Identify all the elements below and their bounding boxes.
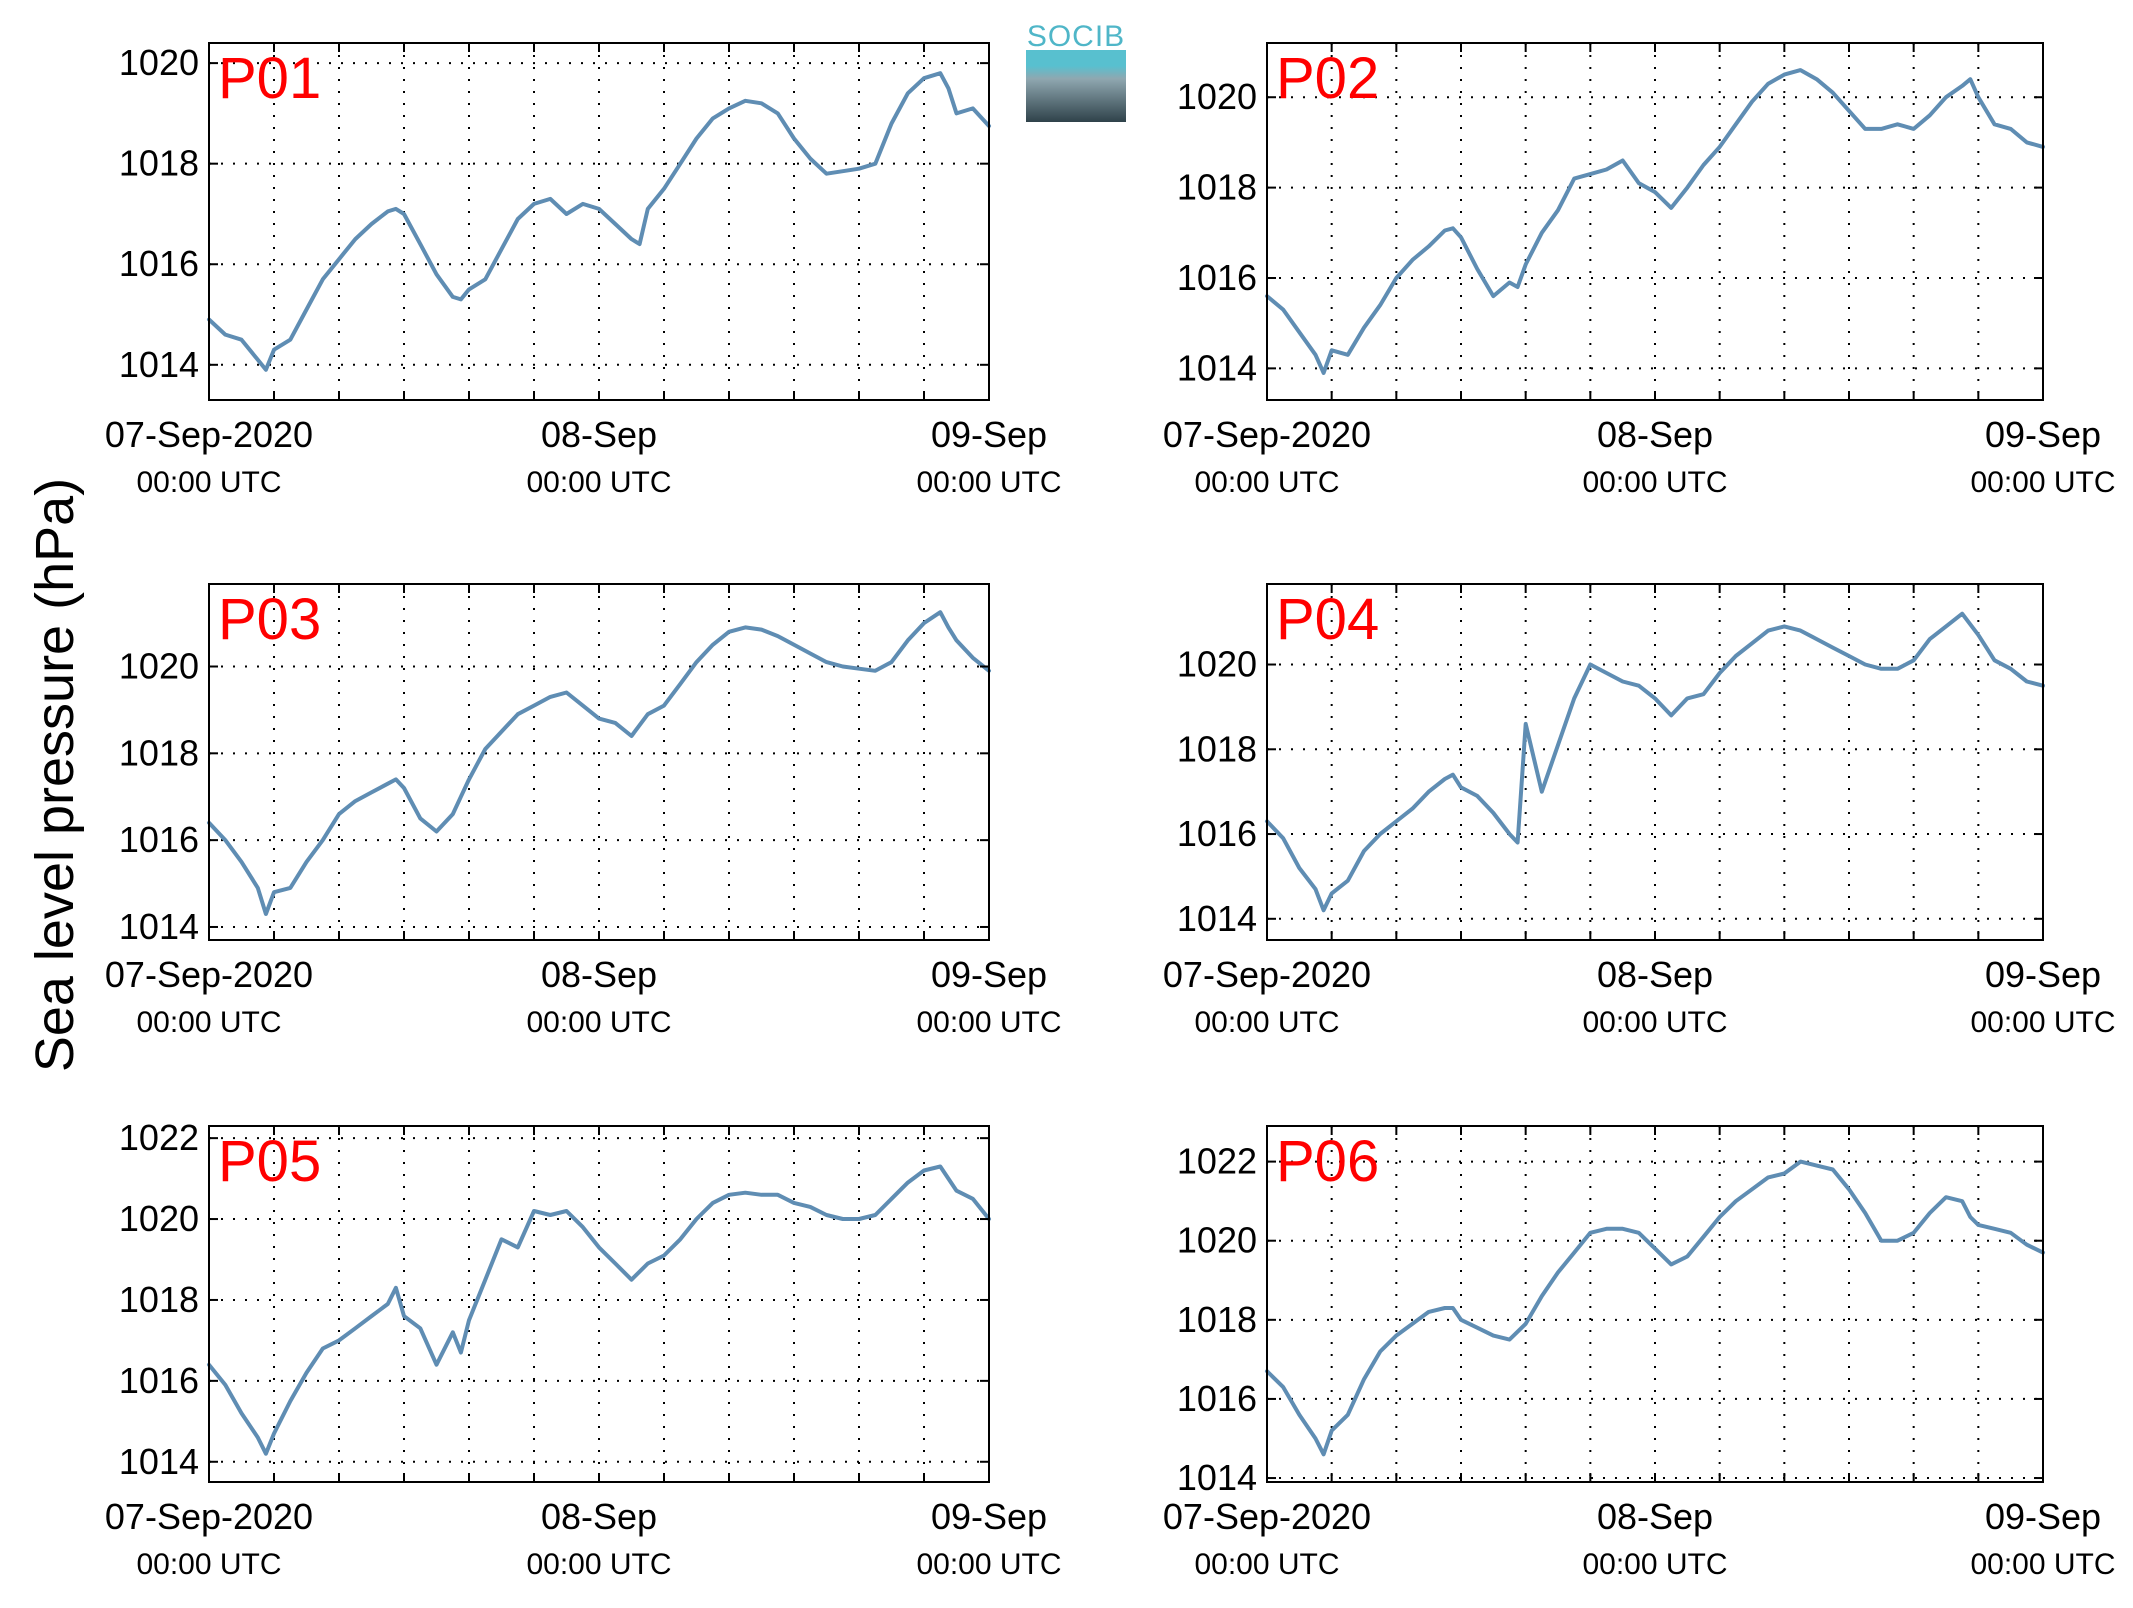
y-tick-label: 1022: [1177, 1141, 1257, 1182]
logo-text: SOCIB: [1026, 20, 1126, 53]
x-tick-label: 08-Sep: [1597, 1496, 1713, 1537]
y-tick-label: 1018: [119, 732, 199, 773]
panel-p01: 1014 1016 1018 1020 07-Sep-2020 00:00 UTC 08-S…: [105, 42, 1062, 499]
y-tick-label: 1014: [1177, 898, 1257, 939]
socib-logo: SOCIB: [1026, 20, 1126, 122]
panel-label: P03: [218, 587, 321, 652]
x-tick-sublabel: 00:00 UTC: [916, 1006, 1061, 1039]
x-tick-sublabel: 00:00 UTC: [1194, 1006, 1339, 1039]
axes-frame: [1266, 583, 2044, 941]
x-tick-label: 08-Sep: [541, 1496, 657, 1537]
y-tick-label: 1020: [119, 1198, 199, 1239]
y-tick-label: 1018: [1177, 728, 1257, 769]
x-tick-label: 07-Sep-2020: [1163, 414, 1371, 455]
y-tick-label: 1016: [1177, 813, 1257, 854]
series-line: [207, 71, 991, 372]
y-tick-label: 1016: [119, 243, 199, 284]
y-tick-label: 1018: [119, 143, 199, 184]
series-line: [1265, 1159, 2045, 1457]
y-axis-label: Sea level pressure (hPa): [25, 477, 85, 1073]
x-tick-label: 09-Sep: [931, 414, 1047, 455]
x-tick-label: 07-Sep-2020: [1163, 1496, 1371, 1537]
panel-p02: 1014 1016 1018 1020 07-Sep-2020 00:00 UTC 08-S…: [1163, 42, 2116, 499]
panel-p06: 1014 1016 1018 1020 1022 07-Sep-2020 00:00 UTC…: [1163, 1125, 2116, 1581]
y-tick-label: 1018: [1177, 167, 1257, 208]
x-tick-sublabel: 00:00 UTC: [1582, 1548, 1727, 1581]
axes-frame: [1266, 1125, 2044, 1483]
y-tick-label: 1022: [119, 1117, 199, 1158]
x-tick-label: 07-Sep-2020: [105, 1496, 313, 1537]
x-tick-sublabel: 00:00 UTC: [1582, 466, 1727, 499]
axes-frame: [208, 1125, 990, 1483]
x-tick-label: 07-Sep-2020: [105, 954, 313, 995]
x-tick-label: 09-Sep: [931, 954, 1047, 995]
panel-label: P06: [1276, 1129, 1379, 1194]
x-tick-label: 08-Sep: [1597, 414, 1713, 455]
panel-p04: 1014 1016 1018 1020 07-Sep-2020 00:00 UTC 08-S…: [1163, 583, 2116, 1039]
x-tick-label: 09-Sep: [1985, 414, 2101, 455]
axes-frame: [1266, 42, 2044, 401]
y-tick-label: 1016: [119, 819, 199, 860]
panel-p03: 1014 1016 1018 1020 07-Sep-2020 00:00 UTC 08-S…: [105, 583, 1062, 1039]
panel-label: P02: [1276, 46, 1379, 111]
x-tick-sublabel: 00:00 UTC: [916, 466, 1061, 499]
y-tick-label: 1016: [119, 1360, 199, 1401]
x-tick-sublabel: 00:00 UTC: [136, 1548, 281, 1581]
logo-graphic: [1026, 50, 1126, 122]
panel-label: P04: [1276, 587, 1379, 652]
x-tick-label: 07-Sep-2020: [105, 414, 313, 455]
x-tick-label: 09-Sep: [931, 1496, 1047, 1537]
y-tick-label: 1020: [119, 645, 199, 686]
x-tick-sublabel: 00:00 UTC: [1970, 1548, 2115, 1581]
panel-label: P05: [218, 1129, 321, 1194]
x-tick-label: 08-Sep: [1597, 954, 1713, 995]
series-line: [1265, 611, 2045, 913]
x-tick-sublabel: 00:00 UTC: [916, 1548, 1061, 1581]
series-line: [207, 1164, 991, 1456]
series-line: [207, 610, 991, 916]
y-tick-label: 1014: [1177, 1457, 1257, 1498]
x-tick-label: 07-Sep-2020: [1163, 954, 1371, 995]
x-tick-sublabel: 00:00 UTC: [1970, 1006, 2115, 1039]
y-tick-label: 1018: [119, 1279, 199, 1320]
x-tick-sublabel: 00:00 UTC: [1194, 1548, 1339, 1581]
axes-frame: [208, 42, 990, 401]
x-tick-sublabel: 00:00 UTC: [1970, 466, 2115, 499]
y-tick-label: 1016: [1177, 257, 1257, 298]
y-tick-label: 1014: [119, 344, 199, 385]
axes-frame: [208, 583, 990, 941]
x-tick-sublabel: 00:00 UTC: [526, 1006, 671, 1039]
y-tick-label: 1020: [1177, 1220, 1257, 1261]
panel-label: P01: [218, 46, 321, 111]
x-tick-sublabel: 00:00 UTC: [526, 466, 671, 499]
y-tick-label: 1014: [119, 1441, 199, 1482]
series-line: [1265, 68, 2045, 375]
x-tick-label: 08-Sep: [541, 954, 657, 995]
x-tick-label: 09-Sep: [1985, 1496, 2101, 1537]
x-tick-sublabel: 00:00 UTC: [1582, 1006, 1727, 1039]
y-tick-label: 1016: [1177, 1378, 1257, 1419]
y-axis-label-container: Sea level pressure (hPa): [0, 0, 85, 1608]
y-tick-label: 1020: [1177, 76, 1257, 117]
y-tick-label: 1020: [1177, 644, 1257, 685]
x-tick-label: 08-Sep: [541, 414, 657, 455]
x-tick-sublabel: 00:00 UTC: [1194, 466, 1339, 499]
x-tick-sublabel: 00:00 UTC: [526, 1548, 671, 1581]
x-tick-sublabel: 00:00 UTC: [136, 466, 281, 499]
panel-p05: 1014 1016 1018 1020 1022 07-Sep-2020 00:00 UTC…: [105, 1117, 1062, 1581]
y-tick-label: 1018: [1177, 1299, 1257, 1340]
y-tick-label: 1014: [1177, 347, 1257, 388]
x-tick-label: 09-Sep: [1985, 954, 2101, 995]
y-tick-label: 1014: [119, 906, 199, 947]
x-tick-sublabel: 00:00 UTC: [136, 1006, 281, 1039]
y-tick-label: 1020: [119, 42, 199, 83]
